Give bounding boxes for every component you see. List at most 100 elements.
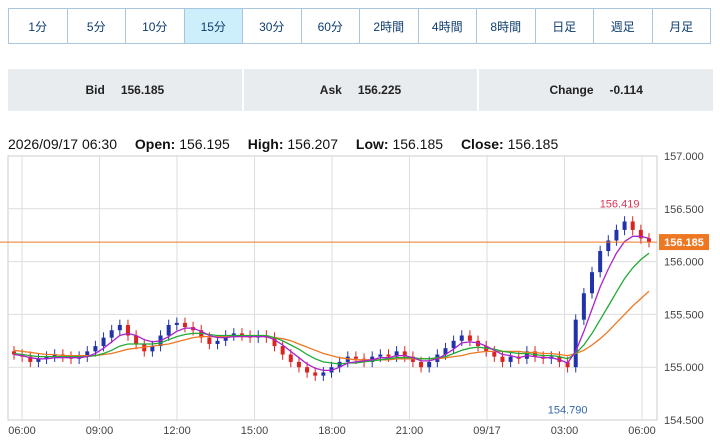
candle-body xyxy=(174,322,179,325)
candle-body xyxy=(467,335,472,341)
tab-0[interactable]: 1分 xyxy=(9,9,68,43)
candle-body xyxy=(459,335,464,341)
candle-body xyxy=(321,372,326,376)
high-marker-label: 156.419 xyxy=(600,198,640,210)
tab-8[interactable]: 8時間 xyxy=(477,9,536,43)
y-tick-label: 156.000 xyxy=(664,257,704,269)
candle-body xyxy=(492,351,497,357)
close-value: 156.185 xyxy=(507,136,559,152)
candle-body xyxy=(565,361,570,368)
tab-6[interactable]: 2時間 xyxy=(360,9,419,43)
candle-body xyxy=(402,351,407,357)
tab-5[interactable]: 60分 xyxy=(301,9,360,43)
candle-body xyxy=(166,324,171,336)
candle-body xyxy=(386,354,391,357)
change-box: Change -0.114 xyxy=(479,69,714,111)
candle-body xyxy=(419,361,424,368)
x-tick-label: 09:00 xyxy=(86,425,114,437)
candle-body xyxy=(44,356,49,359)
candle-body xyxy=(394,351,399,357)
candle-body xyxy=(451,340,456,349)
candle-body xyxy=(630,221,635,230)
candle-body xyxy=(638,229,643,239)
candle-body xyxy=(288,354,293,362)
y-tick-label: 156.500 xyxy=(664,204,704,216)
timeframe-tabs: 1分 5分 10分 15分 30分 60分 2時間 4時間 8時間 日足 週足 月足 xyxy=(8,8,711,44)
current-price-label: 156.185 xyxy=(664,237,704,249)
candle-body xyxy=(150,346,155,352)
candle-body xyxy=(231,333,236,336)
ma-short-line xyxy=(13,235,650,372)
high-value: 156.207 xyxy=(287,136,338,152)
candle-body xyxy=(28,356,33,362)
y-tick-label: 155.500 xyxy=(664,309,704,321)
candle-body xyxy=(109,330,114,338)
candle-body xyxy=(573,319,578,368)
candle-body xyxy=(508,356,513,362)
close-label: Close: xyxy=(460,136,504,152)
x-tick-label: 06:00 xyxy=(8,425,36,437)
ohlc-datetime: 2026/09/17 06:30 xyxy=(8,136,117,152)
low-label: Low: xyxy=(355,136,389,152)
tab-2[interactable]: 10分 xyxy=(126,9,185,43)
x-tick-label: 03:00 xyxy=(551,425,579,437)
candle-body xyxy=(272,337,277,347)
ma-long-line xyxy=(13,290,650,361)
bid-value: 156.185 xyxy=(120,83,165,97)
tab-10[interactable]: 週足 xyxy=(594,9,653,43)
ma-mid-line xyxy=(13,252,650,365)
ask-value: 156.225 xyxy=(357,83,402,97)
candle-body xyxy=(305,367,310,373)
tab-9[interactable]: 日足 xyxy=(535,9,594,43)
ask-label: Ask xyxy=(319,83,342,97)
candle-body xyxy=(606,240,611,252)
tab-1[interactable]: 5分 xyxy=(67,9,126,43)
current-price-tag xyxy=(659,234,709,251)
x-tick-label: 15:00 xyxy=(241,425,269,437)
ask-box: Ask 156.225 xyxy=(243,69,478,111)
candle-body xyxy=(581,293,586,320)
candle-body xyxy=(52,354,57,357)
ohlc-readout: 2026/09/17 06:30 Open: 156.195 High: 156… xyxy=(8,136,558,152)
candle-body xyxy=(443,348,448,355)
change-label: Change xyxy=(549,83,594,97)
candle-body xyxy=(353,356,358,359)
tab-7[interactable]: 4時間 xyxy=(418,9,477,43)
tab-4[interactable]: 30分 xyxy=(243,9,302,43)
candle-body xyxy=(590,272,595,294)
x-tick-label: 12:00 xyxy=(163,425,191,437)
high-label: High: xyxy=(247,136,284,152)
candle-body xyxy=(296,361,301,368)
candle-body xyxy=(215,340,220,344)
y-tick-label: 157.000 xyxy=(664,151,704,163)
low-marker-label: 154.790 xyxy=(548,404,588,416)
y-tick-label: 154.500 xyxy=(664,415,704,427)
candle-body xyxy=(500,356,505,362)
candle-body xyxy=(12,351,16,355)
tab-11[interactable]: 月足 xyxy=(652,9,710,43)
candle-body xyxy=(313,372,318,376)
candle-body xyxy=(117,324,122,331)
bid-box: Bid 156.185 xyxy=(8,69,242,111)
x-tick-label: 09/17 xyxy=(473,425,501,437)
low-value: 156.185 xyxy=(392,136,444,152)
quote-bar: Bid 156.185 Ask 156.225 Change -0.114 xyxy=(8,69,714,111)
bid-label: Bid xyxy=(85,83,105,97)
candle-body xyxy=(134,335,139,344)
candle-body xyxy=(207,337,212,344)
candle-body xyxy=(125,324,130,336)
change-value: -0.114 xyxy=(609,83,643,97)
y-tick-label: 155.000 xyxy=(664,362,704,374)
candle-body xyxy=(427,361,432,368)
candle-body xyxy=(280,346,285,355)
x-tick-label: 06:00 xyxy=(628,425,656,437)
candle-body xyxy=(598,251,603,273)
candle-body xyxy=(622,221,627,230)
tab-3[interactable]: 15分 xyxy=(184,9,243,43)
candle-body xyxy=(93,346,98,352)
candle-body xyxy=(614,229,619,241)
x-tick-label: 21:00 xyxy=(396,425,424,437)
open-value: 156.195 xyxy=(179,136,230,152)
open-label: Open: xyxy=(134,136,176,152)
